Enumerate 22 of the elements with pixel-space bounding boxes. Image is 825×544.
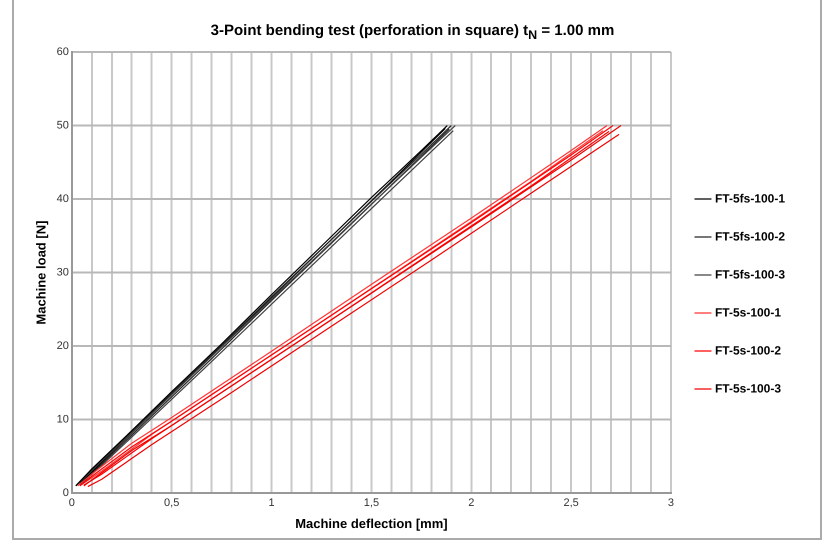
legend-label: FT-5fs-100-3	[714, 267, 786, 282]
legend-label: FT-5fs-100-1	[714, 191, 786, 206]
y-axis-title: Machine load [N]	[33, 220, 48, 325]
legend-label: FT-5s-100-3	[714, 381, 782, 396]
x-tick-label: 2,5	[563, 496, 579, 509]
y-tick-label: 10	[56, 414, 69, 426]
y-tick-label: 50	[56, 120, 69, 132]
y-tick-label: 40	[56, 193, 69, 206]
legend-label: FT-5fs-100-2	[714, 229, 786, 244]
x-tick-label: 1,5	[364, 496, 380, 509]
legend-label: FT-5s-100-1	[714, 305, 782, 320]
legend-label: FT-5s-100-2	[714, 343, 782, 358]
y-tick-label: 20	[56, 340, 69, 352]
x-tick-label: 3	[668, 496, 674, 509]
y-tick-label: 0	[62, 487, 69, 500]
x-tick-label: 0,5	[164, 496, 180, 509]
chart-title: 3-Point bending test (perforation in square) t$_{N}$ = 1.00 mm	[210, 22, 616, 42]
x-tick-label: 2	[468, 496, 474, 509]
y-tick-label: 60	[56, 46, 69, 58]
y-tick-label: 30	[56, 266, 69, 279]
x-tick-label: 1	[268, 496, 275, 509]
x-axis-title: Machine deflection [mm]	[295, 516, 448, 531]
